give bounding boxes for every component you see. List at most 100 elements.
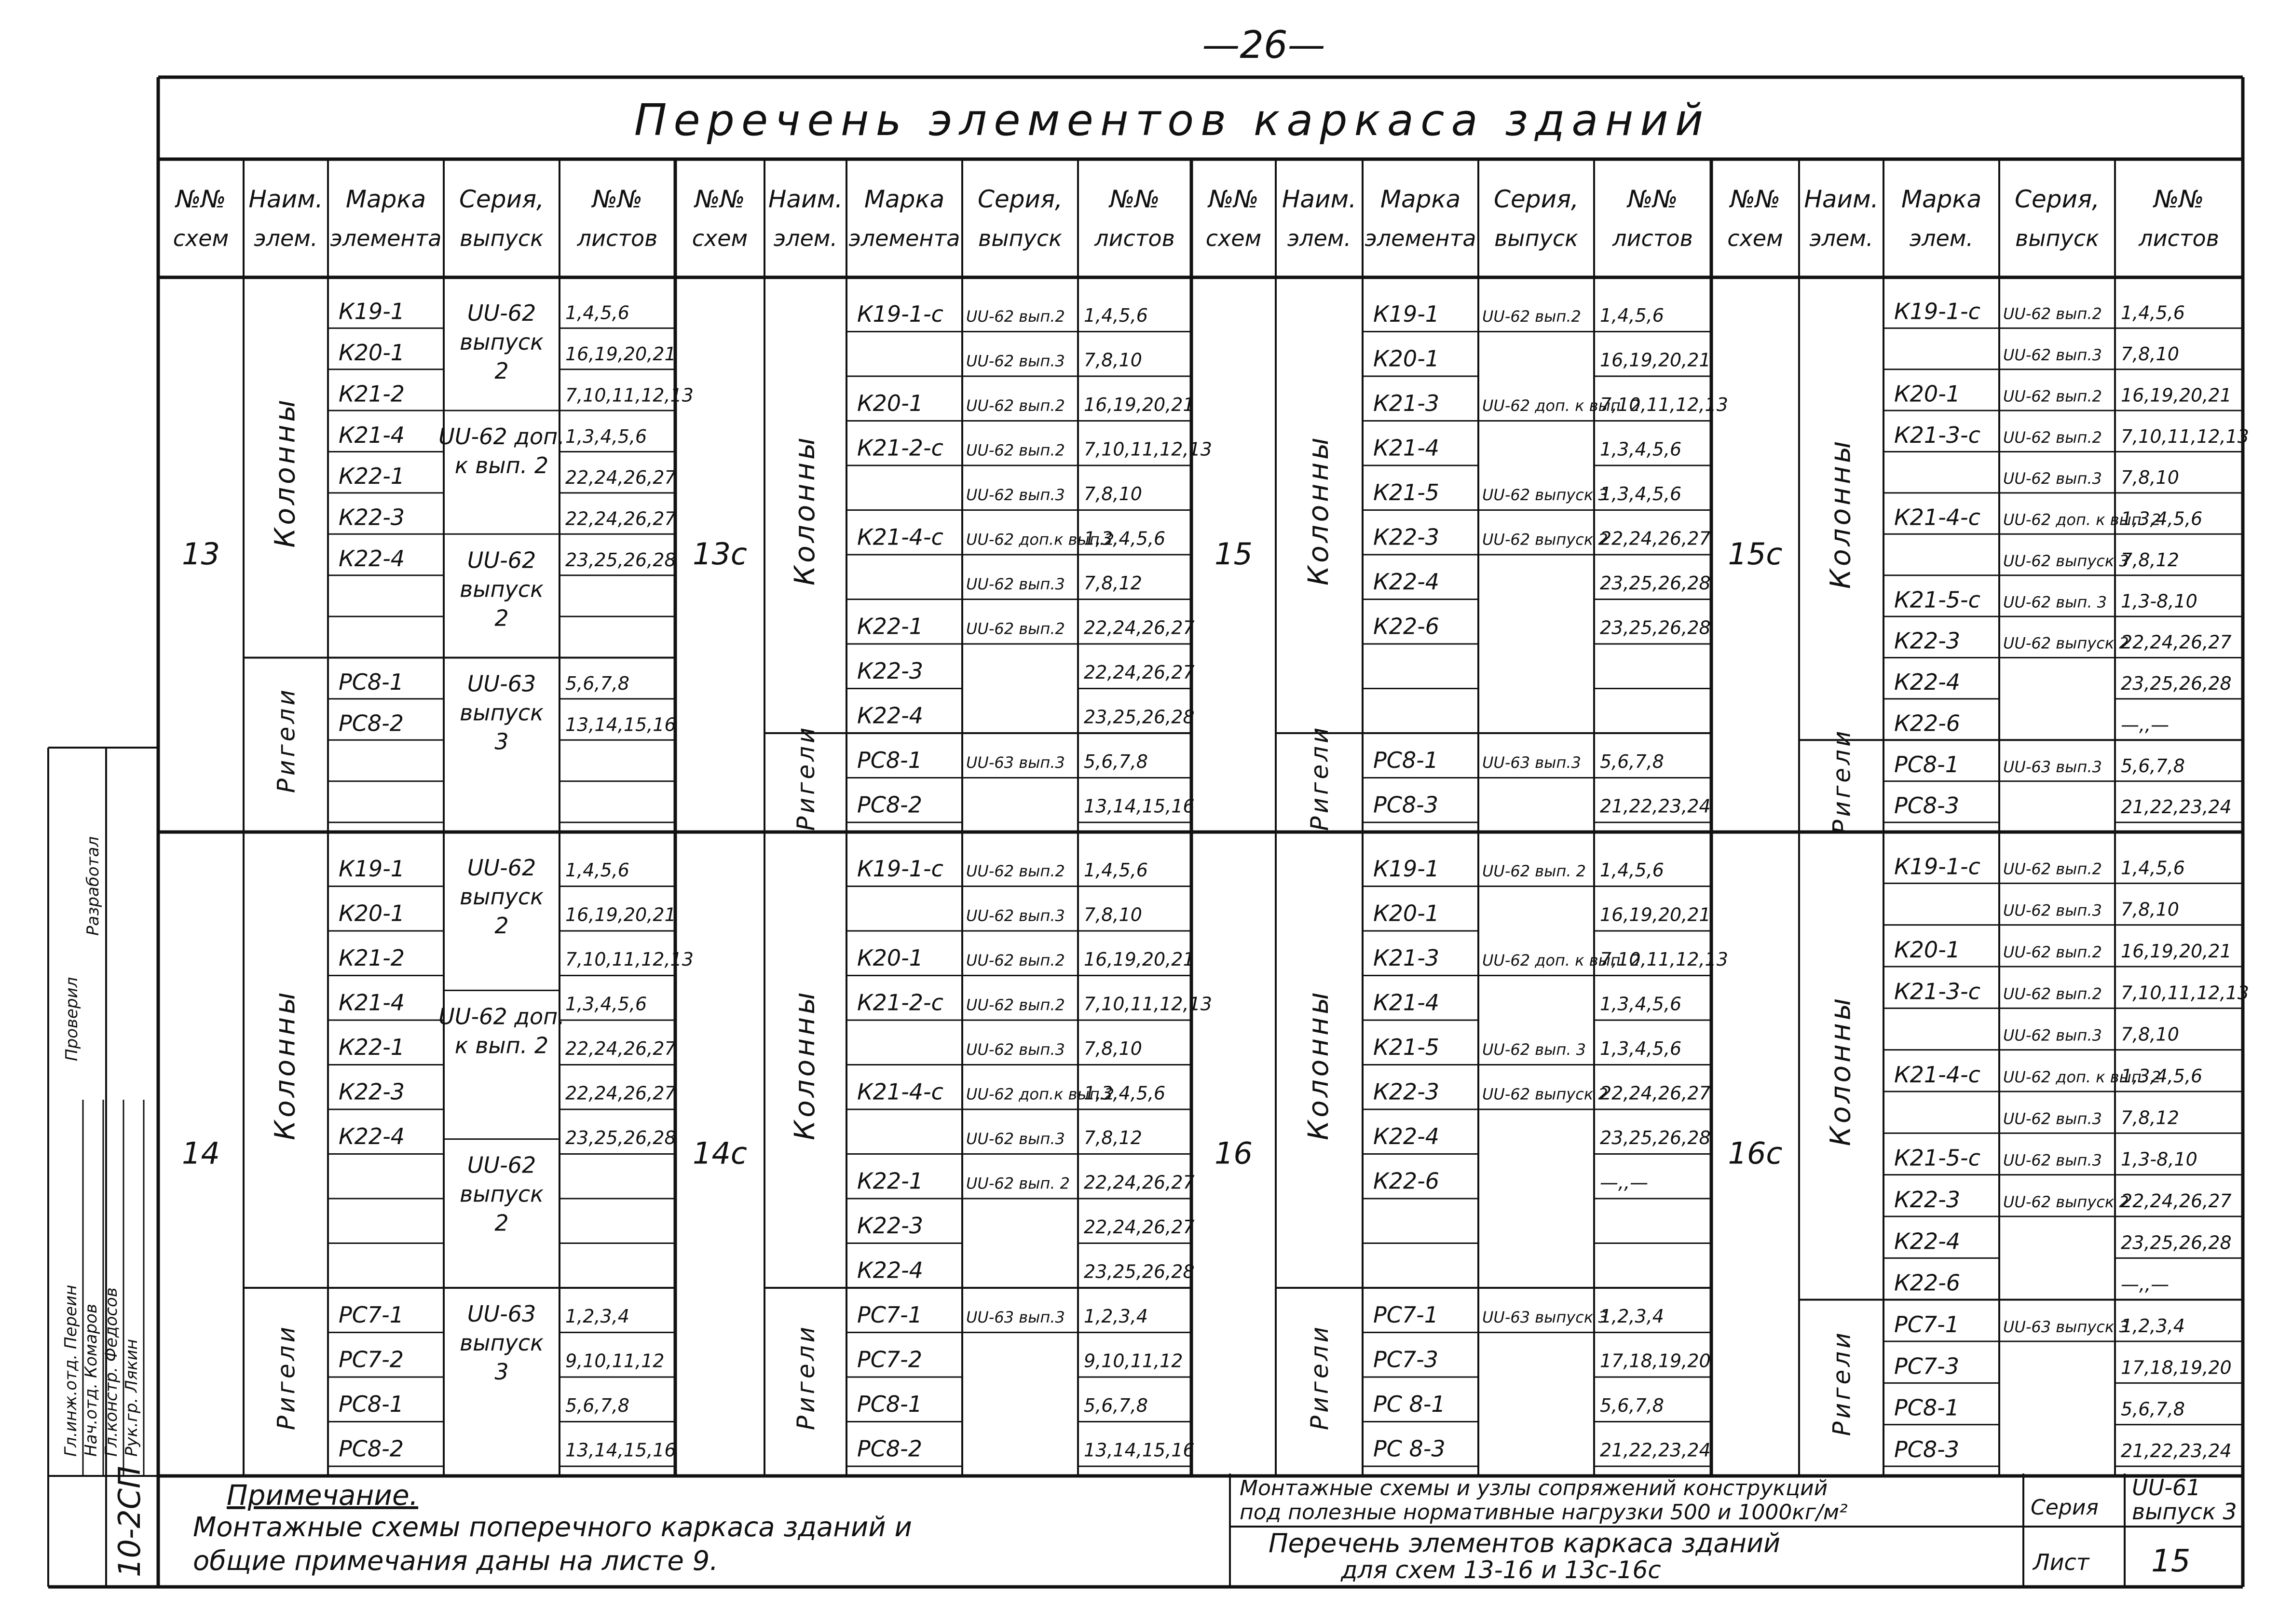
header-series-line2: выпуск: [2015, 225, 2099, 251]
element-sheets: 1,3,4,5,6: [1084, 1083, 1165, 1104]
element-sheets: 17,18,19,20: [2121, 1357, 2232, 1378]
element-sheets: 5,6,7,8: [1084, 1395, 1148, 1416]
header-name-line1: Наим.: [1282, 185, 1356, 213]
element-sheets: 23,25,26,28: [1084, 707, 1195, 728]
scheme-block-15с: 15с Колонны К19-1-с UU-62 вып.2 1,4,5,6 UU-62…: [1728, 299, 2249, 834]
stamp-series-label: Серия: [2031, 1495, 2099, 1520]
group-name: Колонны: [788, 435, 821, 586]
header-sheets-line2: листов: [2138, 225, 2219, 251]
element-sheets: 13,14,15,16: [565, 714, 676, 735]
group-name: Колонны: [1824, 438, 1857, 589]
element-mark: К21-4: [339, 990, 405, 1016]
element-mark: К21-4-с: [1894, 1062, 1980, 1088]
header-series-line1: Серия,: [2015, 185, 2100, 213]
group-name: Ригели: [792, 724, 820, 831]
element-sheets: 22,24,26,27: [1084, 662, 1195, 683]
element-mark: К22-1: [339, 463, 405, 489]
element-sheets: 23,25,26,28: [1600, 573, 1711, 594]
element-mark: К22-3: [339, 1079, 405, 1105]
header-sheets-line1: №№: [1626, 185, 1678, 213]
note-line-1: Монтажные схемы поперечного каркаса здан…: [193, 1512, 912, 1543]
scheme-block-16: 16 Колонны К19-1 UU-62 вып. 2 1,4,5,6 К20-1 16…: [1215, 856, 1728, 1467]
scheme-block-15: 15 Колонны К19-1 UU-62 вып.2 1,4,5,6 К20-1 16,…: [1215, 301, 1728, 831]
element-mark: К21-2: [339, 381, 405, 407]
scheme-number: 13с: [693, 536, 747, 572]
element-sheets: 1,3,4,5,6: [565, 426, 647, 447]
element-mark: К22-6: [1373, 614, 1439, 640]
header-sheets-line1: №№: [2152, 185, 2204, 213]
header-series-line2: выпуск: [460, 225, 544, 251]
element-mark: К21-4: [1373, 435, 1439, 461]
stamp-series-value-1: UU-61: [2132, 1474, 2200, 1501]
element-series: UU-62 выпуск 2: [2003, 1193, 2129, 1211]
element-sheets: 16,19,20,21: [1600, 904, 1711, 926]
element-mark: РС8-1: [339, 669, 404, 695]
element-mark: РС7-1: [1894, 1311, 1959, 1337]
element-series: UU-62 вып.3: [966, 907, 1065, 925]
group-series: UU-62: [467, 300, 536, 326]
approval-strip: Гл.инж.отд. Переин Нач.отд. Комаров Гл.кон…: [61, 836, 145, 1476]
element-mark: К22-1: [857, 1168, 923, 1194]
element-mark: К21-2-с: [857, 990, 943, 1016]
group-series: UU-63: [467, 1301, 536, 1327]
group-name: Ригели: [1828, 728, 1856, 834]
header-mark-line2: элемента: [848, 225, 960, 251]
header-num-line1: №№: [693, 185, 745, 213]
group-name: Колонны: [269, 397, 301, 548]
element-series: UU-62 вып.3: [2003, 1151, 2102, 1170]
element-mark: РС7-1: [1373, 1302, 1438, 1328]
element-mark: К20-1: [1373, 346, 1439, 372]
element-mark: К22-4: [339, 546, 405, 572]
element-series: UU-62 вып.2: [966, 862, 1065, 880]
element-sheets: 22,24,26,27: [2121, 632, 2232, 653]
element-series: UU-62 вып.2: [2003, 943, 2102, 961]
element-sheets: 1,3,4,5,6: [1600, 483, 1681, 505]
element-mark: К20-1: [1894, 937, 1960, 963]
element-mark: РС7-3: [1894, 1353, 1959, 1379]
approval-entry: Гл.инж.отд. Переин: [61, 1285, 81, 1457]
element-mark: К19-1-с: [857, 856, 943, 882]
page-title: Перечень элементов каркаса зданий: [634, 95, 1710, 146]
element-sheets: 1,2,3,4: [1600, 1306, 1664, 1327]
element-sheets: 13,14,15,16: [1084, 1440, 1195, 1461]
element-sheets: 22,24,26,27: [1084, 1216, 1195, 1238]
stamp-sheet-value: 15: [2151, 1543, 2190, 1579]
element-sheets: 23,25,26,28: [1084, 1261, 1195, 1283]
header-sheets-line1: №№: [1108, 185, 1160, 213]
element-sheets: 1,4,5,6: [2121, 302, 2185, 324]
element-mark: РС8-1: [1373, 747, 1438, 773]
group-name: Ригели: [792, 1324, 820, 1430]
element-series: UU-62 вып.2: [2003, 428, 2102, 447]
element-mark: К20-1: [339, 901, 405, 927]
element-series: UU-62 вып. 2: [1482, 862, 1586, 880]
element-sheets: —,,—: [2121, 1274, 2169, 1295]
element-sheets: 22,24,26,27: [1084, 617, 1195, 639]
element-sheets: 5,6,7,8: [1084, 751, 1148, 772]
element-sheets: 1,3-8,10: [2121, 590, 2197, 612]
group-series: выпуск: [460, 699, 544, 725]
stamp-series-value-2: выпуск 3: [2132, 1499, 2237, 1525]
element-mark: К22-4: [1373, 1123, 1439, 1149]
element-sheets: 17,18,19,20: [1600, 1351, 1711, 1372]
element-sheets: 16,19,20,21: [1084, 949, 1195, 970]
element-sheets: 1,3,4,5,6: [1600, 439, 1681, 460]
group-series: 2: [494, 913, 508, 939]
element-sheets: 5,6,7,8: [565, 1395, 629, 1416]
element-sheets: 16,19,20,21: [565, 343, 676, 365]
element-mark: РС8-1: [1894, 1395, 1959, 1421]
group-series: к вып. 2: [455, 1032, 548, 1058]
element-series: UU-63 вып.3: [1482, 753, 1581, 772]
note-title: Примечание.: [227, 1479, 418, 1512]
stamp-sheet-label: Лист: [2032, 1549, 2090, 1575]
header-name-line2: элем.: [774, 225, 837, 251]
element-series: UU-63 выпуск 3: [2003, 1318, 2129, 1336]
element-sheets: 21,22,23,24: [1600, 1440, 1711, 1461]
header-mark-line2: элемента: [330, 225, 441, 251]
element-sheets: 1,3,4,5,6: [1600, 1038, 1681, 1059]
element-mark: К19-1: [339, 856, 405, 882]
element-mark: К20-1: [857, 390, 923, 416]
element-mark: РС7-1: [339, 1302, 404, 1328]
element-sheets: 1,3-8,10: [2121, 1149, 2197, 1170]
element-series: UU-62 вып.2: [2003, 860, 2102, 878]
element-mark: К19-1-с: [1894, 299, 1980, 325]
